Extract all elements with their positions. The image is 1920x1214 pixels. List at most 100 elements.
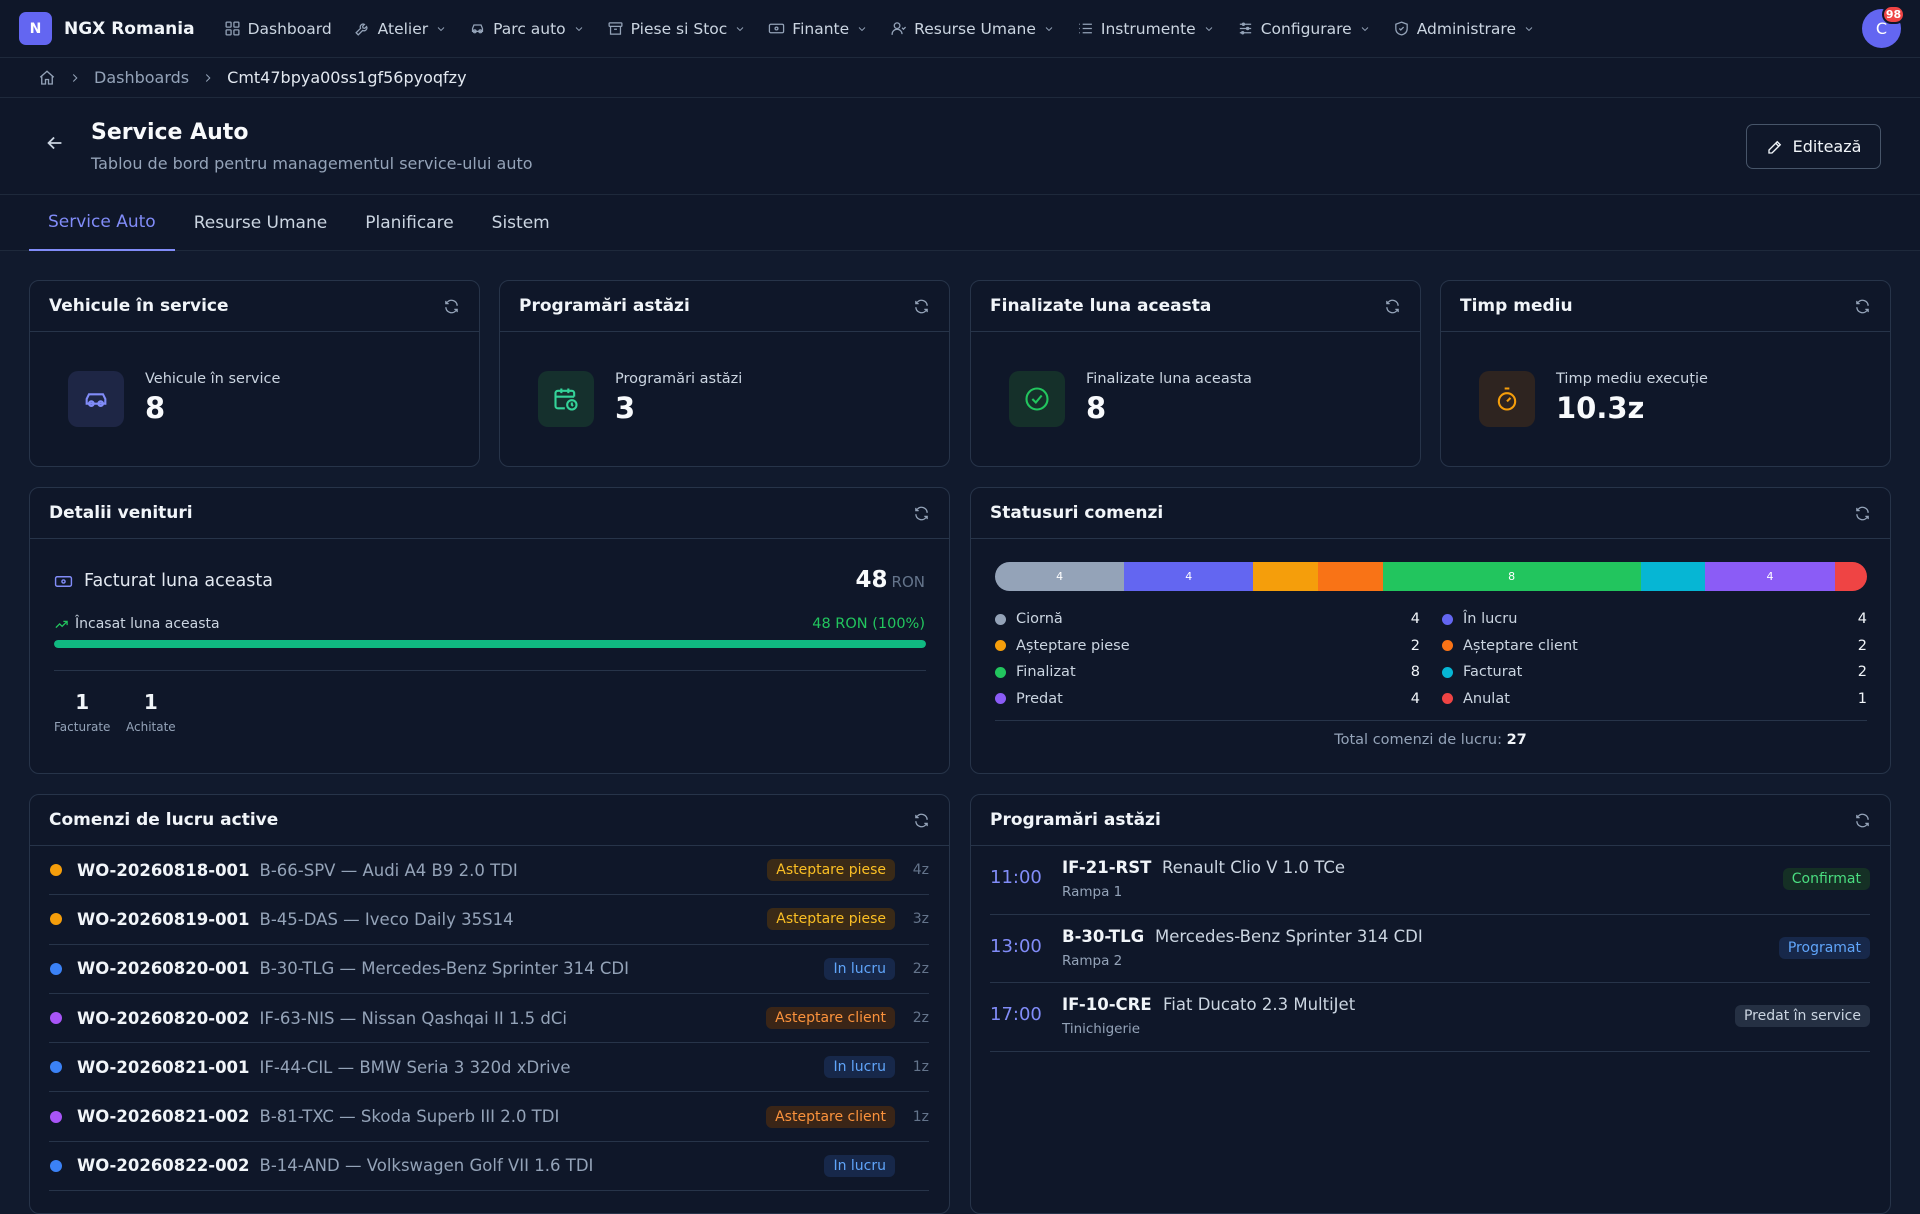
tab-service-auto[interactable]: Service Auto <box>29 195 175 251</box>
work-order-id[interactable]: WO-20260819-001 <box>77 909 250 929</box>
work-order-id[interactable]: WO-20260818-001 <box>77 860 250 880</box>
nav-configurare[interactable]: Configurare <box>1226 9 1382 49</box>
work-order-row[interactable]: WO-20260822-002 B-14-AND — Volkswagen Gol… <box>49 1142 929 1192</box>
card-title: Comenzi de lucru active <box>49 810 279 830</box>
nav-parc-auto[interactable]: Parc auto <box>458 9 596 49</box>
nav-instrumente[interactable]: Instrumente <box>1066 9 1226 49</box>
work-order-id[interactable]: WO-20260820-002 <box>77 1008 250 1028</box>
work-order-vehicle: IF-63-NIS — Nissan Qashqai II 1.5 dCi <box>259 1008 568 1028</box>
chevron-down-icon <box>736 26 744 31</box>
legend-name: Așteptare client <box>1463 637 1578 654</box>
work-order-row[interactable]: WO-20260821-002 B-81-TXC — Skoda Superb I… <box>49 1092 929 1142</box>
app-logo[interactable]: N <box>19 12 52 45</box>
status-bar-segment <box>1640 562 1706 591</box>
refresh-button[interactable] <box>913 812 930 829</box>
work-order-vehicle: B-45-DAS — Iveco Daily 35S14 <box>259 909 514 929</box>
total-label: Total comenzi de lucru: <box>1334 732 1502 748</box>
page-title: Service Auto <box>91 120 249 145</box>
appointment-time: 13:00 <box>990 935 1042 957</box>
status-dot <box>50 962 62 975</box>
work-order-row[interactable]: WO-20260820-002 IF-63-NIS — Nissan Qashqa… <box>49 994 929 1044</box>
appointment-row[interactable]: 13:00 B-30-TLG Mercedes-Benz Sprinter 314 … <box>990 915 1870 983</box>
nav-atelier[interactable]: Atelier <box>343 9 458 49</box>
status-dot <box>50 1061 62 1074</box>
stat-icon-box <box>1009 371 1065 427</box>
tab-planificare[interactable]: Planificare <box>365 213 454 233</box>
home-icon[interactable] <box>38 69 56 87</box>
card-title: Programări astăzi <box>519 296 690 316</box>
legend-name: Anulat <box>1463 690 1510 707</box>
appointments-card: Programări astăzi 11:00 IF-21-RST Renault … <box>970 794 1891 1214</box>
status-badge: In lucru <box>824 957 895 980</box>
status-dot <box>50 1159 62 1172</box>
grid-icon <box>225 21 240 36</box>
status-dot <box>50 913 62 926</box>
edit-button[interactable]: Editează <box>1746 124 1881 169</box>
status-dot <box>50 1110 62 1123</box>
status-legend: Ciornă 4 În lucru 4 Așteptare piese 2 Așteptar… <box>995 606 1867 712</box>
refresh-icon <box>1856 506 1869 520</box>
refresh-button[interactable] <box>913 298 930 315</box>
status-badge: In lucru <box>824 1056 895 1079</box>
work-order-id[interactable]: WO-20260820-001 <box>77 959 250 979</box>
work-order-age: 1z <box>912 1059 929 1076</box>
refresh-button[interactable] <box>1854 812 1871 829</box>
notification-badge: 98 <box>1882 5 1905 24</box>
divider <box>54 670 926 671</box>
refresh-button[interactable] <box>1854 298 1871 315</box>
status-bar-segment: 8 <box>1382 562 1641 591</box>
brand-name[interactable]: NGX Romania <box>64 18 195 39</box>
appointment-vehicle: Mercedes-Benz Sprinter 314 CDI <box>1155 926 1423 946</box>
chevron-down-icon <box>575 26 582 31</box>
chevron-down-icon <box>1045 26 1053 31</box>
breadcrumb-dashboards[interactable]: Dashboards <box>94 68 190 87</box>
legend-value: 4 <box>1410 690 1420 707</box>
work-order-row[interactable]: WO-20260820-001 B-30-TLG — Mercedes-Benz … <box>49 945 929 994</box>
nav-finante[interactable]: Finante <box>757 9 879 49</box>
work-order-id[interactable]: WO-20260821-002 <box>77 1107 250 1127</box>
nav-label: Dashboard <box>247 19 332 38</box>
status-badge: Asteptare piese <box>767 859 895 882</box>
appointment-row[interactable]: 17:00 IF-10-CRE Fiat Ducato 2.3 MultiJet Ti… <box>990 983 1870 1052</box>
legend-item: Anulat 1 <box>1442 686 1867 713</box>
refresh-button[interactable] <box>443 298 460 315</box>
work-order-row[interactable]: WO-20260821-001 IF-44-CIL — BMW Seria 3 3… <box>49 1043 929 1093</box>
wrench-icon <box>354 23 368 36</box>
refresh-icon <box>915 299 928 313</box>
legend-item: Așteptare client 2 <box>1442 633 1867 660</box>
user-avatar[interactable]: C 98 <box>1862 5 1905 48</box>
work-order-row[interactable]: WO-20260818-001 B-66-SPV — Audi A4 B9 2.0… <box>49 846 929 896</box>
car-icon <box>85 393 107 408</box>
nav-dashboard[interactable]: Dashboard <box>213 9 343 49</box>
total-value: 27 <box>1506 732 1527 748</box>
tab-sistem[interactable]: Sistem <box>491 213 550 233</box>
refresh-icon <box>1856 813 1869 827</box>
stat-value: 3 <box>615 391 636 425</box>
appointment-location: Rampa 2 <box>1062 952 1123 969</box>
chevron-right-icon <box>206 73 211 82</box>
nav-resurse-umane[interactable]: Resurse Umane <box>879 9 1066 49</box>
refresh-button[interactable] <box>1384 298 1401 315</box>
page-subtitle: Tablou de bord pentru managementul servi… <box>91 154 533 173</box>
tab-resurse-umane[interactable]: Resurse Umane <box>193 213 328 233</box>
stat-label: Vehicule în service <box>145 371 281 387</box>
dashboard-tabs: Service Auto Resurse Umane Planificare S… <box>0 195 1920 251</box>
work-order-age: 1z <box>912 1108 929 1125</box>
stat-value: 10.3z <box>1556 391 1645 425</box>
work-order-row[interactable]: WO-20260819-001 B-45-DAS — Iveco Daily 35… <box>49 895 929 945</box>
back-button[interactable] <box>44 132 70 158</box>
appointment-status-badge: Programat <box>1778 936 1870 959</box>
users-icon <box>891 22 907 35</box>
work-order-id[interactable]: WO-20260822-002 <box>77 1156 250 1176</box>
refresh-button[interactable] <box>913 505 930 522</box>
appointment-status-badge: Confirmat <box>1782 868 1870 890</box>
work-order-id[interactable]: WO-20260821-001 <box>77 1057 250 1077</box>
appointment-row[interactable]: 11:00 IF-21-RST Renault Clio V 1.0 TCe Ramp… <box>990 846 1870 915</box>
main-nav: Dashboard Atelier Parc auto Piese si Sto… <box>213 9 1546 49</box>
appointment-vehicle: Renault Clio V 1.0 TCe <box>1162 858 1346 877</box>
nav-piese-stoc[interactable]: Piese si Stoc <box>596 9 758 49</box>
refresh-button[interactable] <box>1854 505 1871 522</box>
legend-value: 2 <box>1857 664 1867 681</box>
nav-administrare[interactable]: Administrare <box>1382 9 1546 49</box>
trending-up-icon <box>55 620 68 628</box>
